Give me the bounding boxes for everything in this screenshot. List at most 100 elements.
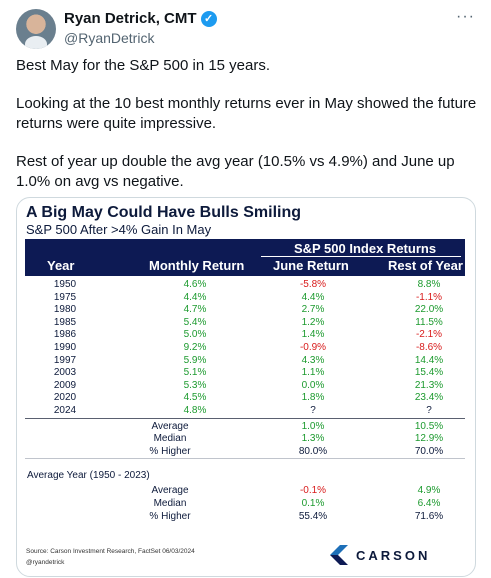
summary-label: % Higher bbox=[149, 510, 191, 522]
author-handle[interactable]: @RyanDetrick bbox=[64, 30, 155, 46]
summary-row: Median 0.1% 6.4% bbox=[25, 497, 465, 510]
source-note: Source: Carson Investment Research, Fact… bbox=[26, 548, 195, 555]
column-header-monthly: Monthly Return bbox=[149, 258, 245, 273]
author-name-row[interactable]: Ryan Detrick, CMT ✓ bbox=[64, 10, 217, 27]
table-row: 1997 5.9% 4.3% 14.4% bbox=[25, 354, 465, 367]
june-return-cell: 1.4% bbox=[301, 329, 325, 341]
summary-row: Median 1.3% 12.9% bbox=[25, 432, 465, 445]
table-header: S&P 500 Index Returns Year Monthly Retur… bbox=[25, 239, 465, 276]
year-cell: 1986 bbox=[53, 329, 77, 341]
author-name[interactable]: Ryan Detrick, CMT bbox=[64, 10, 197, 27]
table-row: 1986 5.0% 1.4% -2.1% bbox=[25, 328, 465, 341]
summary-label: Average bbox=[151, 420, 189, 432]
june-return-cell: ? bbox=[310, 405, 316, 416]
rest-of-year-cell: ? bbox=[426, 405, 432, 416]
rest-of-year-cell: -8.6% bbox=[415, 342, 443, 353]
june-summary-cell: -0.1% bbox=[299, 485, 327, 497]
monthly-return-cell: 4.7% bbox=[183, 304, 207, 316]
june-return-cell: 1.8% bbox=[301, 392, 325, 404]
monthly-return-cell: 4.4% bbox=[183, 291, 207, 303]
rest-summary-cell: 71.6% bbox=[414, 510, 444, 522]
tweet-paragraph: Rest of year up double the avg year (10.… bbox=[16, 153, 455, 190]
june-summary-cell: 0.1% bbox=[301, 498, 325, 509]
avatar[interactable] bbox=[16, 9, 56, 49]
rest-of-year-cell: 14.4% bbox=[414, 354, 444, 366]
table-title: A Big May Could Have Bulls Smiling bbox=[26, 204, 301, 221]
rest-summary-cell: 4.9% bbox=[417, 485, 441, 497]
year-cell: 2024 bbox=[53, 405, 77, 416]
section-divider bbox=[25, 458, 465, 460]
tweet-paragraph: Best May for the S&P 500 in 15 years. bbox=[16, 57, 271, 74]
table-row: 1985 5.4% 1.2% 11.5% bbox=[25, 316, 465, 329]
monthly-return-cell: 5.9% bbox=[183, 354, 207, 366]
more-options-icon[interactable]: ··· bbox=[456, 8, 475, 25]
rest-of-year-cell: 21.3% bbox=[414, 379, 444, 391]
year-cell: 1975 bbox=[53, 291, 77, 303]
monthly-return-cell: 5.3% bbox=[183, 379, 207, 391]
column-header-june: June Return bbox=[273, 258, 349, 273]
rest-of-year-cell: -2.1% bbox=[415, 329, 443, 341]
year-cell: 1985 bbox=[53, 316, 77, 328]
year-cell: 2003 bbox=[53, 367, 77, 379]
rest-of-year-cell: 23.4% bbox=[414, 392, 444, 404]
carson-logo: CARSON bbox=[330, 545, 430, 565]
summary-divider bbox=[25, 417, 465, 419]
june-return-cell: 1.1% bbox=[301, 367, 325, 379]
verified-badge-icon: ✓ bbox=[200, 10, 217, 27]
table-row: 2009 5.3% 0.0% 21.3% bbox=[25, 379, 465, 392]
monthly-return-cell: 4.5% bbox=[183, 392, 207, 404]
june-summary-cell: 80.0% bbox=[298, 445, 328, 457]
credit-handle: @ryandetrick bbox=[26, 559, 65, 566]
table-row: 2024 4.8%?? bbox=[25, 404, 465, 417]
monthly-return-cell: 5.0% bbox=[183, 329, 207, 341]
summary-row: % Higher 55.4% 71.6% bbox=[25, 510, 465, 523]
summary-row: Average 1.0% 10.5% bbox=[25, 420, 465, 433]
june-return-cell: 0.0% bbox=[301, 379, 325, 391]
rest-of-year-cell: 11.5% bbox=[415, 316, 443, 328]
table-row: 2020 4.5% 1.8% 23.4% bbox=[25, 391, 465, 404]
column-header-rest: Rest of Year bbox=[388, 258, 463, 273]
summary-label: Average bbox=[151, 485, 189, 497]
table-row: 1950 4.6% -5.8% 8.8% bbox=[25, 278, 465, 291]
tweet-paragraph: Looking at the 10 best monthly returns e… bbox=[16, 95, 477, 132]
rest-summary-cell: 12.9% bbox=[414, 433, 444, 445]
table-row: 2003 5.1% 1.1% 15.4% bbox=[25, 366, 465, 379]
june-summary-cell: 1.3% bbox=[301, 433, 325, 445]
table-subtitle: S&P 500 After >4% Gain In May bbox=[26, 222, 212, 237]
header-divider bbox=[261, 256, 461, 257]
june-return-cell: 2.7% bbox=[301, 304, 325, 316]
monthly-return-cell: 5.1% bbox=[183, 367, 207, 379]
june-summary-cell: 1.0% bbox=[301, 420, 325, 432]
summary-row: % Higher 80.0% 70.0% bbox=[25, 445, 465, 458]
june-return-cell: -0.9% bbox=[299, 342, 327, 353]
june-return-cell: 4.4% bbox=[301, 291, 325, 303]
table-row: 1990 9.2% -0.9% -8.6% bbox=[25, 341, 465, 354]
average-year-label: Average Year (1950 - 2023) bbox=[27, 470, 150, 482]
carson-chevron-icon bbox=[330, 545, 348, 565]
column-header-year: Year bbox=[47, 258, 75, 273]
monthly-return-cell: 5.4% bbox=[183, 316, 207, 328]
header-group-label: S&P 500 Index Returns bbox=[293, 241, 437, 256]
summary-row: Average -0.1% 4.9% bbox=[25, 484, 465, 497]
rest-summary-cell: 10.5% bbox=[414, 420, 444, 432]
monthly-return-cell: 4.8% bbox=[183, 405, 207, 416]
year-cell: 2009 bbox=[53, 379, 77, 391]
brand-name: CARSON bbox=[356, 547, 431, 563]
year-cell: 2020 bbox=[53, 392, 77, 404]
rest-summary-cell: 6.4% bbox=[417, 498, 441, 509]
rest-of-year-cell: -1.1% bbox=[415, 291, 443, 303]
attached-image[interactable]: A Big May Could Have Bulls Smiling S&P 5… bbox=[16, 197, 476, 577]
rest-of-year-cell: 8.8% bbox=[417, 279, 441, 290]
tweet-text: Best May for the S&P 500 in 15 years. Lo… bbox=[16, 56, 478, 210]
rest-of-year-cell: 15.4% bbox=[414, 367, 444, 379]
year-cell: 1980 bbox=[53, 304, 77, 316]
year-cell: 1990 bbox=[53, 342, 77, 353]
monthly-return-cell: 4.6% bbox=[183, 279, 207, 290]
table-row: 1975 4.4% 4.4% -1.1% bbox=[25, 291, 465, 304]
june-return-cell: 4.3% bbox=[301, 354, 325, 366]
rest-summary-cell: 70.0% bbox=[414, 445, 444, 457]
table-row: 1980 4.7% 2.7% 22.0% bbox=[25, 303, 465, 316]
june-return-cell: -5.8% bbox=[299, 279, 327, 290]
year-cell: 1997 bbox=[53, 354, 77, 366]
monthly-return-cell: 9.2% bbox=[183, 342, 207, 353]
